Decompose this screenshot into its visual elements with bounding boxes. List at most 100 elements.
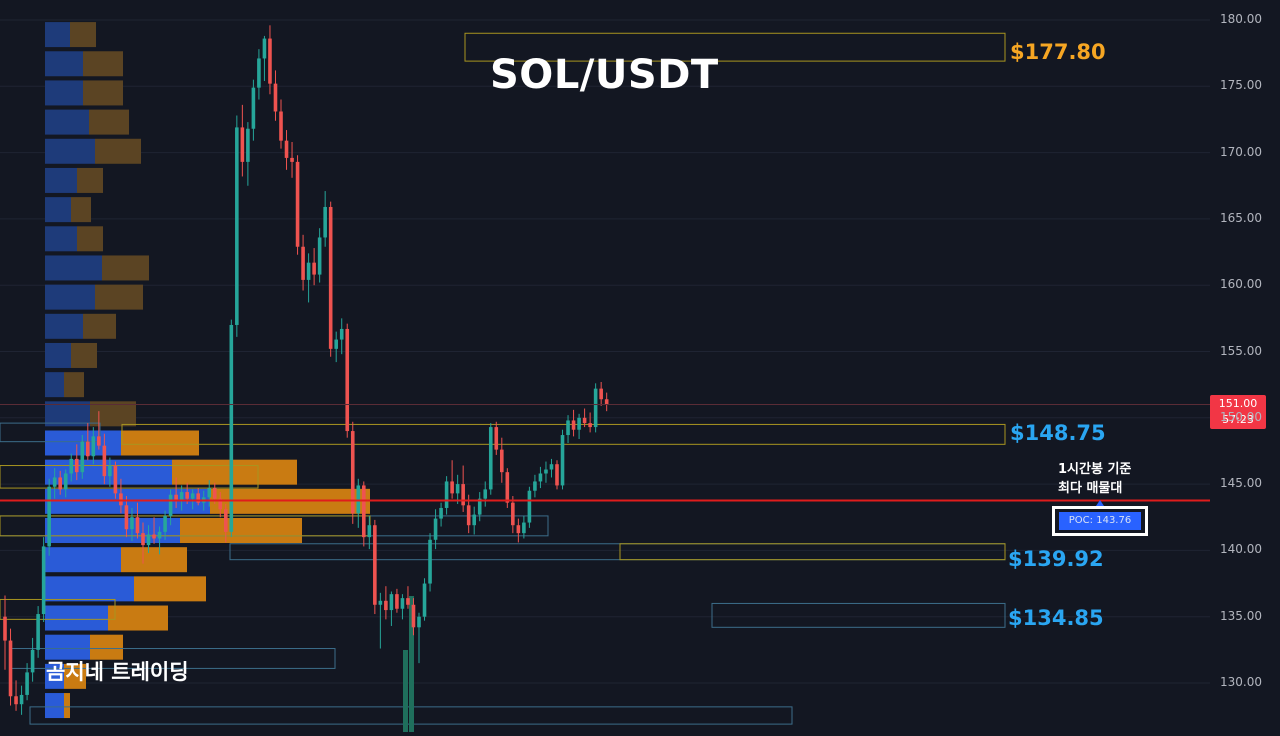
profile-buy-bar bbox=[45, 51, 83, 77]
profile-buy-bar bbox=[45, 167, 77, 193]
level-zone bbox=[711, 602, 1006, 628]
profile-buy-bar bbox=[45, 663, 64, 689]
candle-body bbox=[555, 464, 559, 486]
candle-body bbox=[229, 324, 234, 532]
candle-body bbox=[317, 237, 322, 275]
candle-body bbox=[268, 38, 272, 84]
candle-body bbox=[279, 111, 283, 141]
chart-title: SOL/USDT bbox=[490, 52, 719, 98]
candle-body bbox=[450, 481, 454, 494]
candle-body bbox=[130, 517, 134, 530]
volume-bars bbox=[403, 596, 414, 732]
poc-label: POC: 143.76 bbox=[1059, 512, 1141, 530]
candle-countdown: 57:23 bbox=[1222, 413, 1254, 426]
profile-sell-bar bbox=[172, 459, 297, 485]
candle-body bbox=[328, 206, 333, 349]
profile-sell-bar bbox=[71, 342, 97, 368]
candle-body bbox=[212, 488, 217, 499]
profile-sell-bar bbox=[95, 138, 141, 164]
candle-body bbox=[47, 486, 51, 547]
candle-body bbox=[538, 473, 543, 482]
candle-body bbox=[389, 594, 394, 611]
candle-body bbox=[251, 87, 256, 129]
profile-sell-bar bbox=[83, 51, 123, 77]
candle-body bbox=[339, 328, 344, 340]
profile-buy-bar bbox=[45, 634, 90, 660]
candle-body bbox=[174, 494, 178, 502]
candle-body bbox=[345, 328, 350, 432]
candle-body bbox=[108, 465, 112, 477]
candle-body bbox=[384, 600, 388, 611]
candle-body bbox=[19, 694, 24, 705]
profile-buy-bar bbox=[45, 255, 102, 281]
candle-body bbox=[284, 140, 289, 158]
candle-body bbox=[604, 399, 609, 405]
candle-body bbox=[207, 488, 212, 498]
axis-tick-label: 150.00 bbox=[1220, 409, 1262, 424]
candle-body bbox=[246, 128, 250, 162]
candle-body bbox=[185, 492, 189, 499]
profile-sell-bar bbox=[90, 401, 136, 427]
profile-sell-bar bbox=[70, 22, 96, 48]
price-lines bbox=[0, 404, 1210, 506]
candle-body bbox=[323, 206, 327, 238]
candle-body bbox=[190, 493, 195, 499]
profile-sell-bar bbox=[108, 605, 168, 631]
axis-tick-label: 135.00 bbox=[1220, 608, 1262, 623]
candle-body bbox=[406, 598, 410, 605]
candle-body bbox=[273, 83, 278, 112]
candle-body bbox=[52, 477, 57, 487]
candle-body bbox=[3, 616, 7, 641]
profile-sell-bar bbox=[64, 693, 70, 719]
candle-body bbox=[549, 464, 554, 470]
level-zone bbox=[229, 543, 1006, 561]
candle-body bbox=[488, 427, 493, 490]
candle-body bbox=[461, 484, 465, 506]
candle-body bbox=[262, 38, 267, 59]
candle-body bbox=[422, 583, 427, 617]
profile-sell-bar bbox=[90, 634, 123, 660]
level-zone bbox=[0, 465, 259, 489]
profile-buy-bar bbox=[45, 605, 108, 631]
profile-sell-bar bbox=[102, 255, 149, 281]
candle-body bbox=[290, 157, 294, 162]
profile-sell-bar bbox=[83, 80, 123, 106]
candle-body bbox=[152, 534, 156, 539]
candle-body bbox=[240, 127, 245, 162]
candle-body bbox=[395, 594, 399, 609]
candle-body bbox=[400, 598, 405, 609]
candle-body bbox=[295, 161, 300, 247]
level-label-resistance: $177.80 bbox=[1010, 40, 1106, 64]
candle-body bbox=[533, 481, 537, 491]
candle-body bbox=[566, 420, 570, 436]
candle-body bbox=[63, 473, 68, 490]
candle-body bbox=[69, 458, 74, 474]
candle-body bbox=[373, 525, 377, 605]
candle-body bbox=[455, 484, 460, 494]
profile-buy-bar bbox=[45, 80, 83, 106]
profile-sell-bar bbox=[180, 518, 302, 544]
candle-body bbox=[80, 441, 85, 473]
candle-body bbox=[362, 485, 366, 538]
candle-body bbox=[306, 262, 311, 280]
candle-body bbox=[30, 649, 35, 673]
candle-body bbox=[505, 472, 510, 503]
candle-body bbox=[444, 481, 449, 508]
poc-pointer-icon bbox=[1096, 500, 1104, 506]
profile-sell-bar bbox=[95, 284, 143, 310]
candle-body bbox=[36, 614, 40, 650]
axis-tick-label: 155.00 bbox=[1220, 343, 1262, 358]
candle-body bbox=[428, 539, 432, 584]
candle-body bbox=[367, 525, 372, 538]
profile-buy-bar bbox=[45, 518, 180, 544]
candle-body bbox=[494, 427, 499, 450]
candle-body bbox=[599, 388, 603, 400]
profile-sell-bar bbox=[77, 226, 103, 252]
profile-buy-bar bbox=[45, 313, 83, 339]
poc-box: POC: 143.76 bbox=[1052, 506, 1148, 536]
profile-sell-bar bbox=[83, 313, 116, 339]
level-label-support-2: $139.92 bbox=[1008, 547, 1104, 571]
level-label-support-3: $134.85 bbox=[1008, 606, 1104, 630]
candle-body bbox=[439, 507, 443, 519]
